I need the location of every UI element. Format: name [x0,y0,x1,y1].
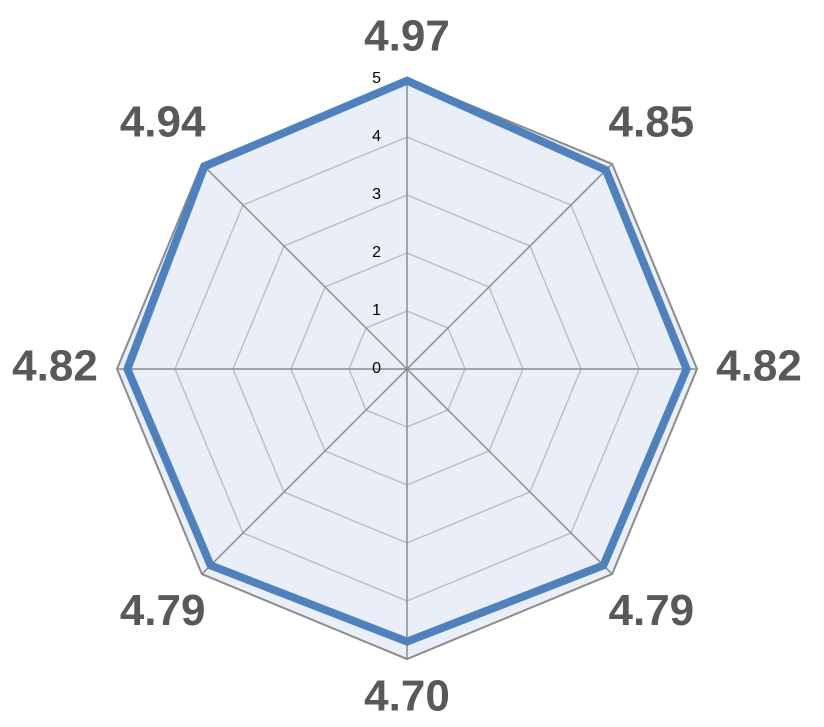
tick-label: 5 [372,70,381,87]
value-label: 4.97 [364,12,450,61]
value-label: 4.79 [120,586,206,635]
tick-label: 0 [372,360,381,377]
tick-label: 2 [372,244,381,261]
value-label: 4.85 [609,97,695,146]
value-label: 4.94 [120,97,206,146]
value-label: 4.82 [12,342,98,391]
tick-label: 1 [372,302,381,319]
spoke [406,368,613,575]
value-label: 4.82 [716,342,802,391]
spoke [201,163,408,370]
spoke [201,368,408,575]
spoke [406,163,613,370]
value-label: 4.70 [364,672,450,721]
tick-label: 3 [372,186,381,203]
value-label: 4.79 [609,586,695,635]
tick-label: 4 [372,128,381,145]
series-line [123,76,691,646]
